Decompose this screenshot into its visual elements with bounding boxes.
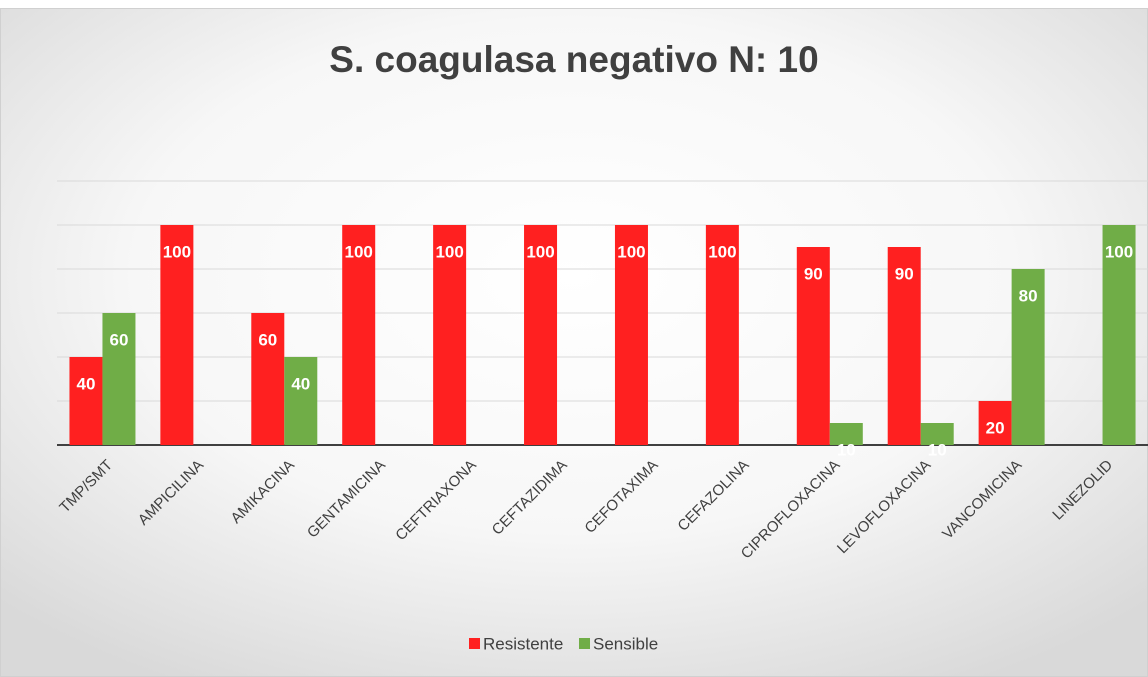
data-label: 60 <box>109 330 128 349</box>
bar <box>1102 225 1136 445</box>
bar <box>524 225 558 445</box>
bar <box>614 225 648 445</box>
data-label: 40 <box>76 374 95 393</box>
bar <box>1011 269 1045 445</box>
bar <box>342 225 376 445</box>
data-label: 90 <box>804 264 823 283</box>
bar <box>887 247 921 445</box>
bar <box>433 225 467 445</box>
data-label: 100 <box>617 242 645 261</box>
data-label: 80 <box>1019 286 1038 305</box>
data-label: 100 <box>345 242 373 261</box>
legend-swatch <box>579 638 590 649</box>
data-label: 100 <box>1105 242 1133 261</box>
bar <box>284 357 318 445</box>
legend-label: Resistente <box>483 634 563 653</box>
data-label: 20 <box>986 418 1005 437</box>
bar <box>102 313 136 445</box>
bar <box>829 423 863 445</box>
bar <box>705 225 739 445</box>
data-label: 100 <box>708 242 736 261</box>
data-label: 10 <box>837 440 856 459</box>
bar <box>251 313 285 445</box>
bar <box>796 247 830 445</box>
bar <box>160 225 194 445</box>
data-label: 10 <box>928 440 947 459</box>
legend-swatch <box>469 638 480 649</box>
data-label: 90 <box>895 264 914 283</box>
data-label: 100 <box>435 242 463 261</box>
bar <box>69 357 103 445</box>
bar <box>920 423 954 445</box>
bar <box>978 401 1012 445</box>
data-label: 60 <box>258 330 277 349</box>
legend-label: Sensible <box>593 634 658 653</box>
data-label: 100 <box>163 242 191 261</box>
data-label: 100 <box>526 242 554 261</box>
chart-title: S. coagulasa negativo N: 10 <box>329 39 818 80</box>
data-label: 40 <box>291 374 310 393</box>
